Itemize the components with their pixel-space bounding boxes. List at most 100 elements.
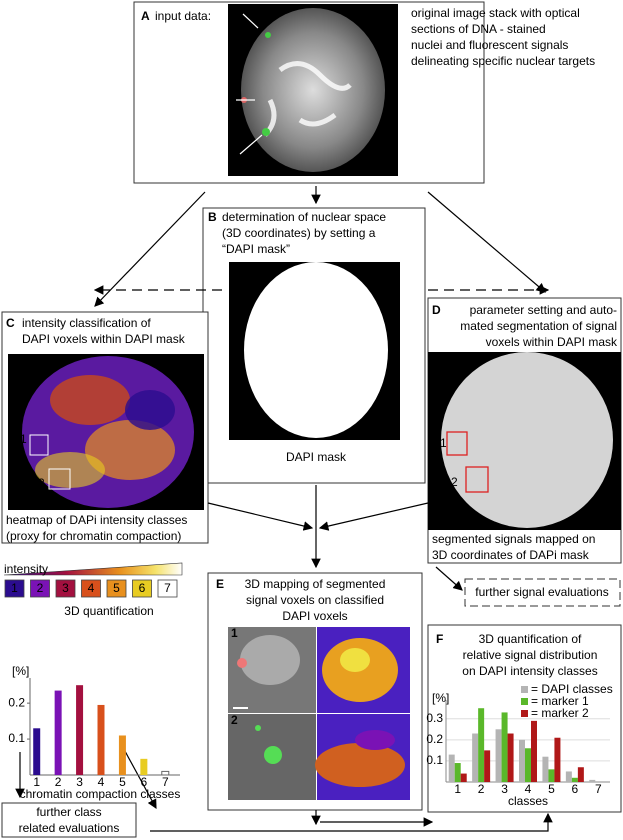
- y-axis-label: [%]: [432, 691, 449, 705]
- scale-label: intensity: [4, 562, 48, 576]
- bar: [525, 748, 531, 782]
- bar: [484, 750, 491, 782]
- bar: [548, 769, 555, 782]
- image-c: [8, 354, 204, 510]
- image-caption: DAPI mask: [286, 450, 347, 464]
- panel-text: 3D quantification of: [479, 632, 582, 646]
- further-class: related evaluations: [19, 821, 120, 835]
- x-tick-label: 5: [119, 775, 126, 789]
- image-e: [228, 627, 410, 800]
- x-tick-label: 2: [478, 782, 485, 796]
- bar: [54, 690, 62, 775]
- panel-label: E: [216, 577, 224, 591]
- class-box: [4, 579, 25, 598]
- further-signal: further signal evaluations: [475, 585, 608, 599]
- class-box-label: 7: [164, 581, 171, 595]
- panel-text: parameter setting and auto-: [470, 303, 617, 317]
- panel-text: 3D mapping of segmented: [245, 577, 386, 591]
- further-class: further class: [36, 805, 101, 819]
- bar: [571, 777, 578, 782]
- class-box-label: 2: [37, 581, 44, 595]
- panel-label: B: [208, 210, 217, 224]
- panel-text: (3D coordinates) by setting a: [222, 226, 376, 240]
- bar: [448, 754, 455, 782]
- bar: [472, 733, 479, 782]
- roi-label: 1: [440, 436, 447, 450]
- legend-swatch: [521, 710, 528, 717]
- panel-label: D: [432, 303, 441, 317]
- x-tick-label: 7: [595, 782, 602, 796]
- y-axis-label: [%]: [12, 664, 29, 678]
- class-box: [55, 579, 76, 598]
- panel-text: DAPI voxels: [282, 609, 347, 623]
- x-axis-label: chromatin compaction classes: [20, 787, 181, 801]
- bar: [454, 763, 461, 782]
- image-caption: segmented signals mapped on: [432, 532, 595, 546]
- bar: [554, 737, 561, 782]
- class-box-label: 4: [88, 581, 95, 595]
- class-box: [132, 579, 152, 598]
- y-tick-label: 0.1: [426, 753, 443, 767]
- intensity-scale: [3, 562, 183, 576]
- panel-text: “DAPI mask”: [222, 242, 290, 256]
- legend-label: = marker 2: [531, 706, 589, 720]
- x-tick-label: 4: [98, 775, 105, 789]
- panel-text: DAPI voxels within DAPI mask: [22, 332, 186, 346]
- image-d: [428, 352, 621, 530]
- bar: [531, 720, 537, 782]
- x-tick-label: 2: [55, 775, 62, 789]
- class-box: [106, 579, 127, 598]
- class-box-label: 1: [11, 581, 18, 595]
- bar: [507, 733, 514, 782]
- bar: [33, 728, 41, 775]
- y-tick-label: 0.3: [426, 711, 443, 725]
- panel-text: voxels within DAPI mask: [486, 335, 618, 349]
- bar: [495, 729, 502, 782]
- bar: [577, 767, 584, 782]
- x-axis-label: classes: [508, 794, 548, 808]
- x-tick-label: 3: [501, 782, 508, 796]
- bar: [542, 756, 549, 782]
- further-signal-box: [464, 578, 621, 607]
- roi-label: 2: [38, 476, 45, 490]
- bar: [97, 704, 105, 775]
- bar: [460, 773, 467, 782]
- y-tick-label: 0.2: [8, 695, 25, 709]
- panel-text: intensity classification of: [22, 316, 151, 330]
- panel-label: A: [141, 9, 150, 23]
- image-caption: (proxy for chromatin compaction): [6, 529, 181, 543]
- legend-swatch: [521, 698, 528, 705]
- roi-label: 2: [451, 475, 458, 489]
- panel-text: sections of DNA - stained: [411, 22, 546, 36]
- image-label: 1: [231, 626, 238, 640]
- class-box-label: 5: [113, 581, 120, 595]
- image-label: 2: [231, 713, 238, 727]
- panel-text: delineating specific nuclear targets: [411, 54, 595, 68]
- legend-label: = marker 1: [531, 694, 589, 708]
- further-class-box: [1, 802, 137, 838]
- bar: [589, 779, 596, 782]
- image-caption: heatmap of DAPi intensity classes: [6, 513, 187, 527]
- panel-label: F: [436, 632, 443, 646]
- x-tick-label: 1: [33, 775, 40, 789]
- bar: [565, 771, 572, 782]
- bar: [76, 685, 84, 775]
- chart-title: 3D quantification: [64, 604, 153, 618]
- roi-label: 1: [20, 432, 27, 446]
- bar: [478, 708, 485, 782]
- x-tick-label: 3: [76, 775, 83, 789]
- bar: [519, 739, 525, 782]
- legend-swatch: [521, 686, 528, 693]
- class-box: [30, 579, 50, 598]
- panel-text: mated segmentation of signal: [460, 319, 617, 333]
- panel-text: signal voxels on classified: [246, 593, 384, 607]
- class-box-label: 6: [139, 581, 146, 595]
- panel-title: input data:: [155, 9, 211, 23]
- x-tick-label: 1: [454, 782, 461, 796]
- bar: [140, 758, 148, 775]
- class-box: [157, 579, 178, 598]
- panel-text: nuclei and fluorescent signals: [411, 38, 568, 52]
- panel-text: on DAPI intensity classes: [462, 664, 597, 678]
- class-box: [81, 579, 101, 598]
- x-tick-label: 5: [548, 782, 555, 796]
